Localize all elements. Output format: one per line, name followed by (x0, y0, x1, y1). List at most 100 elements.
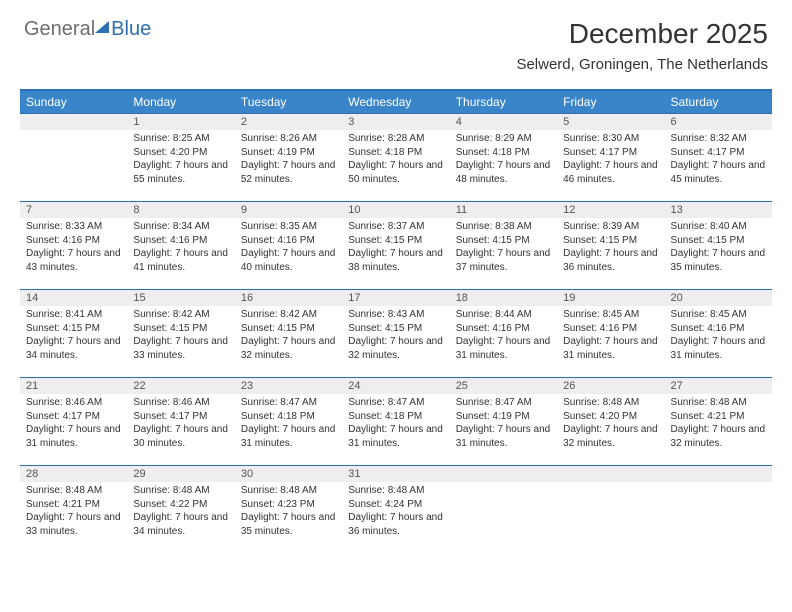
calendar-week-row: 28Sunrise: 8:48 AMSunset: 4:21 PMDayligh… (20, 465, 772, 553)
sunset-text: Sunset: 4:15 PM (671, 234, 766, 248)
calendar-day-cell: 13Sunrise: 8:40 AMSunset: 4:15 PMDayligh… (665, 201, 772, 289)
day-body: Sunrise: 8:38 AMSunset: 4:15 PMDaylight:… (450, 218, 557, 278)
sunset-text: Sunset: 4:17 PM (671, 146, 766, 160)
calendar-day-cell (665, 465, 772, 553)
daylight-text: Daylight: 7 hours and 31 minutes. (671, 335, 766, 362)
weekday-header-row: Sunday Monday Tuesday Wednesday Thursday… (20, 90, 772, 113)
sunrise-text: Sunrise: 8:28 AM (348, 132, 443, 146)
sunset-text: Sunset: 4:20 PM (563, 410, 658, 424)
daylight-text: Daylight: 7 hours and 36 minutes. (563, 247, 658, 274)
sunset-text: Sunset: 4:15 PM (348, 234, 443, 248)
day-number: 7 (20, 201, 127, 218)
day-number: 21 (20, 377, 127, 394)
calendar-day-cell: 22Sunrise: 8:46 AMSunset: 4:17 PMDayligh… (127, 377, 234, 465)
daylight-text: Daylight: 7 hours and 31 minutes. (348, 423, 443, 450)
sunset-text: Sunset: 4:20 PM (133, 146, 228, 160)
day-body: Sunrise: 8:42 AMSunset: 4:15 PMDaylight:… (127, 306, 234, 366)
daylight-text: Daylight: 7 hours and 31 minutes. (456, 335, 551, 362)
calendar-day-cell: 27Sunrise: 8:48 AMSunset: 4:21 PMDayligh… (665, 377, 772, 465)
day-number (665, 465, 772, 482)
calendar-day-cell: 2Sunrise: 8:26 AMSunset: 4:19 PMDaylight… (235, 113, 342, 201)
calendar-day-cell: 9Sunrise: 8:35 AMSunset: 4:16 PMDaylight… (235, 201, 342, 289)
calendar-week-row: 7Sunrise: 8:33 AMSunset: 4:16 PMDaylight… (20, 201, 772, 289)
day-body: Sunrise: 8:34 AMSunset: 4:16 PMDaylight:… (127, 218, 234, 278)
day-body: Sunrise: 8:46 AMSunset: 4:17 PMDaylight:… (20, 394, 127, 454)
sunrise-text: Sunrise: 8:26 AM (241, 132, 336, 146)
logo-text-blue: Blue (111, 18, 151, 41)
day-body: Sunrise: 8:47 AMSunset: 4:18 PMDaylight:… (342, 394, 449, 454)
day-body: Sunrise: 8:40 AMSunset: 4:15 PMDaylight:… (665, 218, 772, 278)
sunrise-text: Sunrise: 8:48 AM (133, 484, 228, 498)
calendar-day-cell: 24Sunrise: 8:47 AMSunset: 4:18 PMDayligh… (342, 377, 449, 465)
day-number: 6 (665, 113, 772, 130)
sunrise-text: Sunrise: 8:46 AM (133, 396, 228, 410)
sunrise-text: Sunrise: 8:42 AM (133, 308, 228, 322)
day-number: 14 (20, 289, 127, 306)
day-body: Sunrise: 8:44 AMSunset: 4:16 PMDaylight:… (450, 306, 557, 366)
sunrise-text: Sunrise: 8:41 AM (26, 308, 121, 322)
location: Selwerd, Groningen, The Netherlands (516, 56, 768, 73)
daylight-text: Daylight: 7 hours and 34 minutes. (133, 511, 228, 538)
calendar-day-cell: 30Sunrise: 8:48 AMSunset: 4:23 PMDayligh… (235, 465, 342, 553)
weekday-header: Saturday (665, 90, 772, 113)
daylight-text: Daylight: 7 hours and 40 minutes. (241, 247, 336, 274)
day-number: 25 (450, 377, 557, 394)
sunset-text: Sunset: 4:18 PM (456, 146, 551, 160)
day-body: Sunrise: 8:48 AMSunset: 4:22 PMDaylight:… (127, 482, 234, 542)
day-number: 17 (342, 289, 449, 306)
sunrise-text: Sunrise: 8:38 AM (456, 220, 551, 234)
calendar-body: 1Sunrise: 8:25 AMSunset: 4:20 PMDaylight… (20, 113, 772, 553)
sunrise-text: Sunrise: 8:48 AM (563, 396, 658, 410)
calendar-day-cell (557, 465, 664, 553)
day-body: Sunrise: 8:45 AMSunset: 4:16 PMDaylight:… (557, 306, 664, 366)
calendar-day-cell: 28Sunrise: 8:48 AMSunset: 4:21 PMDayligh… (20, 465, 127, 553)
sunrise-text: Sunrise: 8:43 AM (348, 308, 443, 322)
calendar-day-cell: 16Sunrise: 8:42 AMSunset: 4:15 PMDayligh… (235, 289, 342, 377)
sunrise-text: Sunrise: 8:48 AM (241, 484, 336, 498)
day-number: 22 (127, 377, 234, 394)
daylight-text: Daylight: 7 hours and 45 minutes. (671, 159, 766, 186)
day-body: Sunrise: 8:45 AMSunset: 4:16 PMDaylight:… (665, 306, 772, 366)
day-number: 1 (127, 113, 234, 130)
sunrise-text: Sunrise: 8:45 AM (671, 308, 766, 322)
day-body: Sunrise: 8:48 AMSunset: 4:24 PMDaylight:… (342, 482, 449, 542)
daylight-text: Daylight: 7 hours and 32 minutes. (563, 423, 658, 450)
header: General Blue December 2025 Selwerd, Gron… (0, 0, 792, 81)
sunrise-text: Sunrise: 8:47 AM (348, 396, 443, 410)
calendar-table: Sunday Monday Tuesday Wednesday Thursday… (20, 89, 772, 553)
day-number: 4 (450, 113, 557, 130)
sunrise-text: Sunrise: 8:47 AM (241, 396, 336, 410)
day-number: 3 (342, 113, 449, 130)
daylight-text: Daylight: 7 hours and 34 minutes. (26, 335, 121, 362)
daylight-text: Daylight: 7 hours and 31 minutes. (26, 423, 121, 450)
calendar-day-cell: 25 Sunrise: 8:47 AMSunset: 4:19 PMDayligh… (450, 377, 557, 465)
weekday-header: Sunday (20, 90, 127, 113)
day-body: Sunrise: 8:28 AMSunset: 4:18 PMDaylight:… (342, 130, 449, 190)
sunrise-text: Sunrise: 8:46 AM (26, 396, 121, 410)
daylight-text: Daylight: 7 hours and 43 minutes. (26, 247, 121, 274)
calendar-day-cell: 20Sunrise: 8:45 AMSunset: 4:16 PMDayligh… (665, 289, 772, 377)
day-number: 13 (665, 201, 772, 218)
day-number: 5 (557, 113, 664, 130)
sunset-text: Sunset: 4:19 PM (456, 410, 551, 424)
day-body (665, 482, 772, 488)
weekday-header: Wednesday (342, 90, 449, 113)
sunrise-text: Sunrise: 8:47 AM (456, 396, 551, 410)
sunset-text: Sunset: 4:16 PM (133, 234, 228, 248)
logo-text-general: General (24, 18, 95, 41)
sunrise-text: Sunrise: 8:29 AM (456, 132, 551, 146)
daylight-text: Daylight: 7 hours and 31 minutes. (456, 423, 551, 450)
calendar-day-cell: 10Sunrise: 8:37 AMSunset: 4:15 PMDayligh… (342, 201, 449, 289)
sunrise-text: Sunrise: 8:44 AM (456, 308, 551, 322)
calendar-day-cell: 23Sunrise: 8:47 AMSunset: 4:18 PMDayligh… (235, 377, 342, 465)
daylight-text: Daylight: 7 hours and 52 minutes. (241, 159, 336, 186)
calendar-day-cell: 19Sunrise: 8:45 AMSunset: 4:16 PMDayligh… (557, 289, 664, 377)
day-number: 20 (665, 289, 772, 306)
sunset-text: Sunset: 4:17 PM (563, 146, 658, 160)
sunset-text: Sunset: 4:16 PM (456, 322, 551, 336)
daylight-text: Daylight: 7 hours and 41 minutes. (133, 247, 228, 274)
day-number: 27 (665, 377, 772, 394)
day-number (450, 465, 557, 482)
logo-triangle-icon (95, 21, 109, 33)
weekday-header: Friday (557, 90, 664, 113)
